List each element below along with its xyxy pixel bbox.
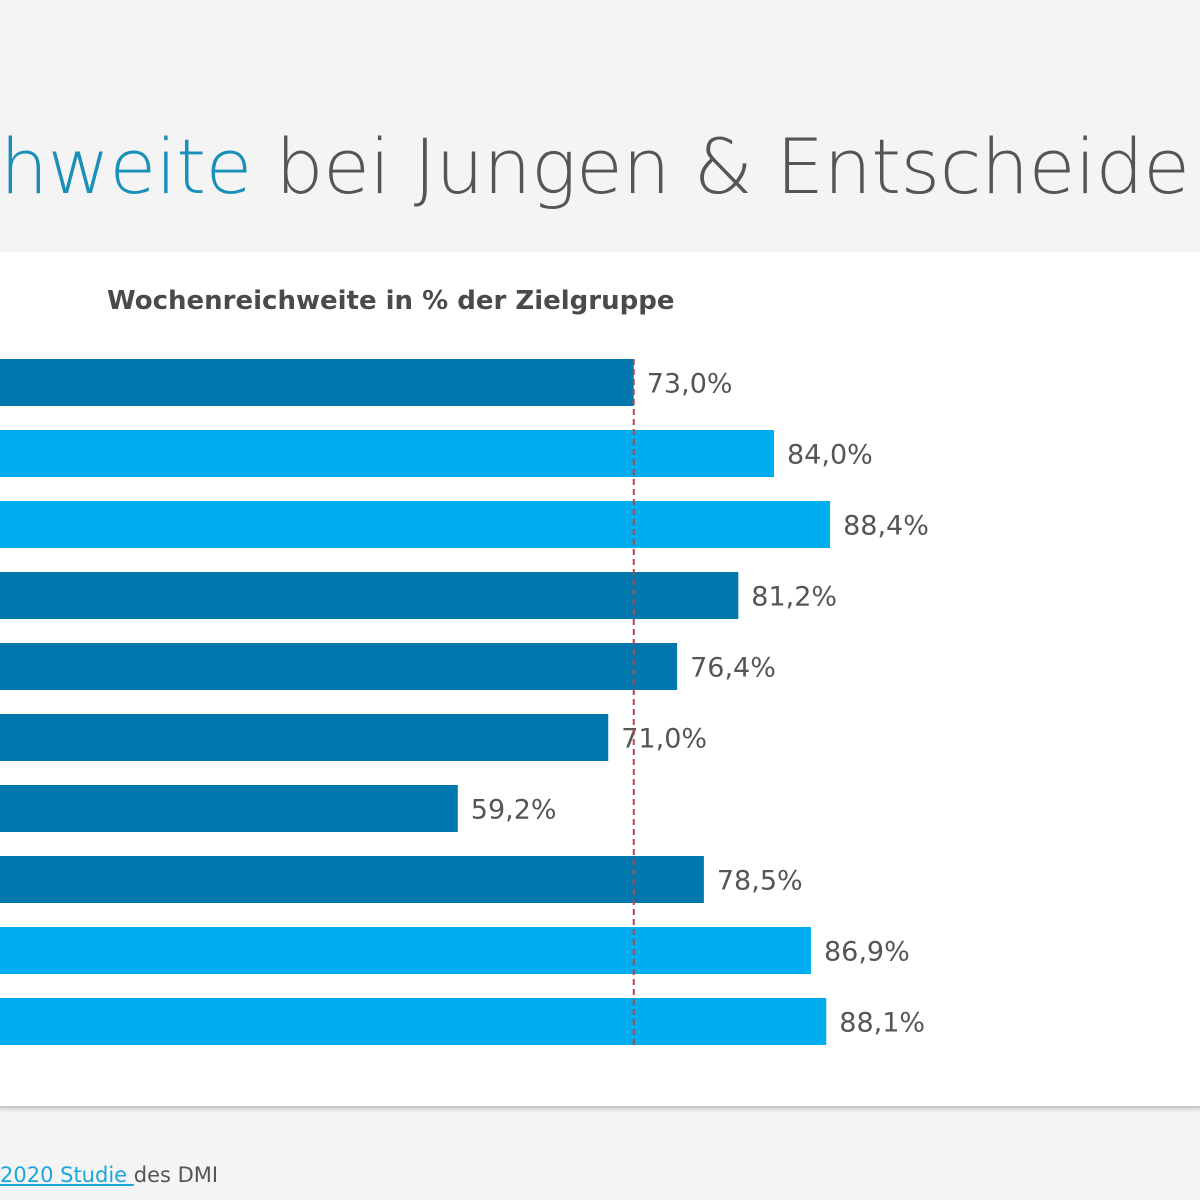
bar-value-label-1: 73,0% <box>647 369 733 400</box>
page-title: hweite bei Jungen & Entscheide <box>0 112 1200 222</box>
bar-value-label-8: 78,5% <box>717 866 803 897</box>
page-title-rest: bei Jungen & Entscheide <box>251 122 1190 211</box>
bar-value-label-3: 88,4% <box>843 511 929 542</box>
bar-3 <box>0 501 831 548</box>
source-link[interactable]: 2020 Studie <box>0 1163 134 1187</box>
bar-10 <box>0 998 827 1045</box>
page-title-accent: hweite <box>0 122 252 211</box>
bar-value-label-5: 76,4% <box>690 653 776 684</box>
bar-value-label-10: 88,1% <box>839 1008 925 1039</box>
bar-6 <box>0 714 609 761</box>
bar-5 <box>0 643 678 690</box>
bar-value-label-4: 81,2% <box>751 582 837 613</box>
chart-title: Wochenreichweite in % der Zielgruppe <box>107 286 675 316</box>
bar-1 <box>0 359 634 406</box>
bar-9 <box>0 927 811 974</box>
bar-value-label-2: 84,0% <box>787 440 873 471</box>
source-note: 2020 Studie des DMI <box>0 1163 218 1187</box>
bar-value-label-9: 86,9% <box>824 937 910 968</box>
bar-value-label-6: 71,0% <box>621 724 707 755</box>
bar-8 <box>0 856 704 903</box>
bar-value-label-7: 59,2% <box>471 795 557 826</box>
bar-2 <box>0 430 774 477</box>
bar-4 <box>0 572 739 619</box>
source-text: des DMI <box>133 1163 219 1187</box>
bar-7 <box>0 785 458 832</box>
